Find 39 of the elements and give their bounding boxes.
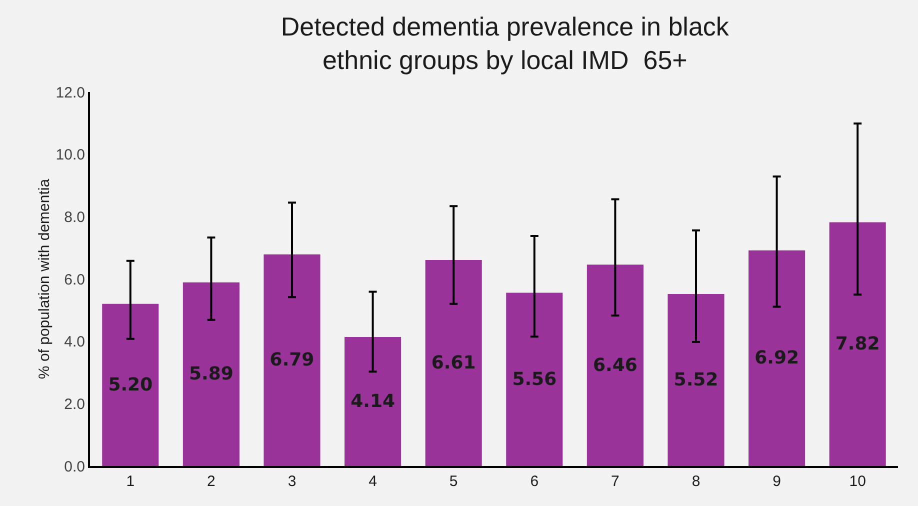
bar bbox=[102, 304, 159, 466]
x-tick-label: 2 bbox=[207, 473, 216, 490]
bar bbox=[425, 260, 482, 466]
bar bbox=[506, 292, 563, 466]
x-tick-label: 3 bbox=[288, 473, 296, 490]
data-label: 4.14 bbox=[350, 390, 396, 412]
y-tick-label: 2.0 bbox=[64, 396, 85, 413]
data-label: 5.89 bbox=[188, 364, 234, 385]
x-tick-label: 8 bbox=[692, 473, 700, 490]
bar bbox=[182, 282, 240, 466]
bar bbox=[344, 336, 402, 466]
bar bbox=[264, 254, 320, 466]
y-tick-label: 6.0 bbox=[64, 271, 85, 288]
x-tick-label: 4 bbox=[368, 473, 377, 490]
x-tick-label: 1 bbox=[126, 473, 135, 490]
data-label: 6.79 bbox=[270, 350, 314, 371]
bar bbox=[829, 222, 886, 466]
y-tick-label: 8.0 bbox=[64, 208, 85, 226]
x-tick-label: 7 bbox=[611, 473, 620, 490]
x-tick-label: 5 bbox=[449, 473, 458, 490]
data-label: 6.46 bbox=[592, 354, 638, 376]
data-label: 7.82 bbox=[835, 334, 880, 355]
y-tick-label: 0.0 bbox=[64, 458, 85, 476]
data-label: 6.92 bbox=[754, 348, 800, 369]
y-tick-label: 4.0 bbox=[64, 334, 85, 351]
y-tick-label: 10.0 bbox=[56, 146, 85, 164]
x-tick-label: 10 bbox=[849, 473, 866, 490]
data-label: 5.56 bbox=[512, 368, 557, 390]
y-axis-title: % of population with dementia bbox=[36, 178, 53, 380]
bar bbox=[748, 250, 806, 466]
data-label: 6.61 bbox=[431, 352, 476, 374]
y-tick-label: 12.0 bbox=[56, 84, 85, 102]
bar bbox=[586, 264, 644, 466]
chart-title: Detected dementia prevalence in black ethnic groups by local IMD 65+ bbox=[280, 11, 730, 76]
x-tick-label: 6 bbox=[530, 473, 539, 490]
data-label: 5.52 bbox=[674, 369, 718, 390]
x-tick-label: 9 bbox=[772, 473, 781, 490]
data-label: 5.20 bbox=[108, 374, 153, 396]
bar bbox=[668, 294, 724, 466]
